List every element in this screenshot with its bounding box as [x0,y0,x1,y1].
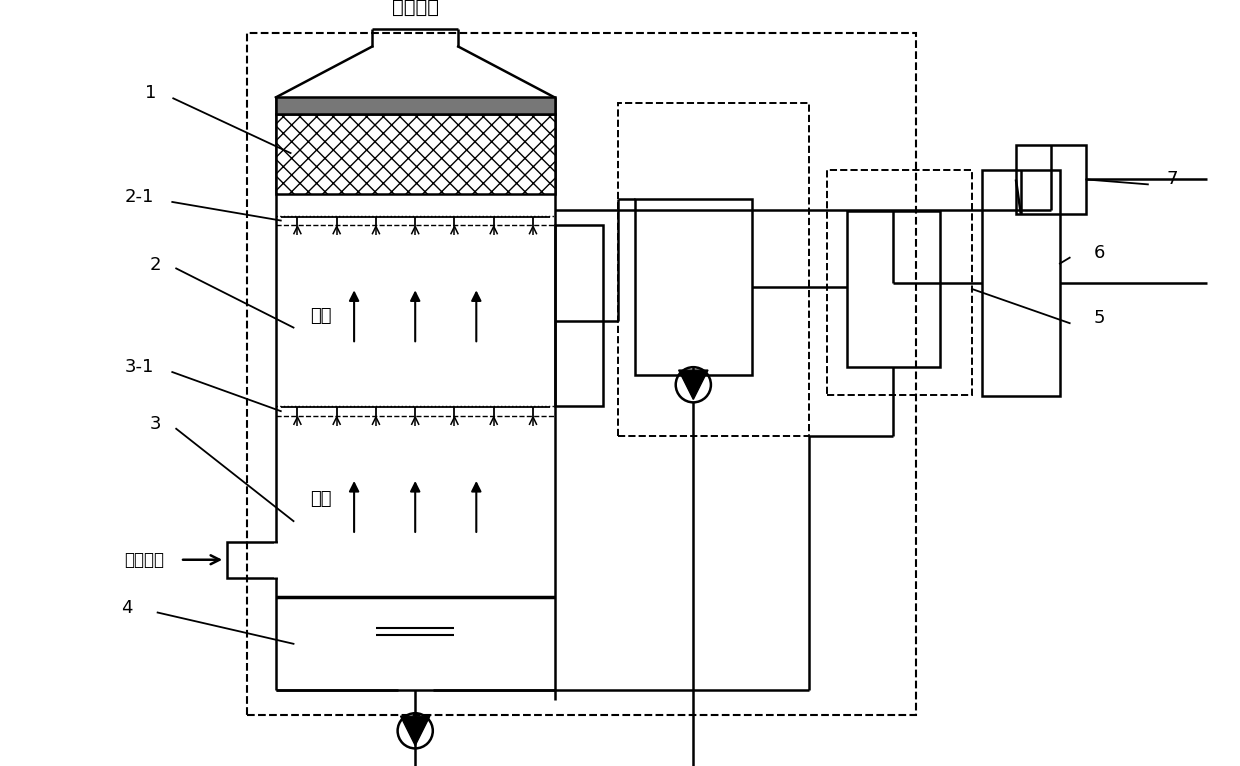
Text: 烟气: 烟气 [310,307,331,325]
Bar [554,225,604,406]
Text: 1: 1 [145,84,156,103]
Bar [277,97,554,114]
Bar [635,199,751,375]
Text: 7: 7 [1167,171,1178,188]
Text: 2-1: 2-1 [124,188,154,206]
Text: 5: 5 [1094,309,1105,327]
Bar [618,103,808,436]
Text: 3-1: 3-1 [124,358,154,376]
Text: 6: 6 [1094,244,1105,262]
Text: 烟气: 烟气 [310,489,331,508]
Bar [1016,146,1086,214]
Bar [247,33,916,715]
Bar [227,542,277,578]
Bar [827,170,972,394]
Polygon shape [678,370,708,399]
Bar [847,211,940,367]
Text: 4: 4 [120,599,133,617]
Text: 烟气入口: 烟气入口 [124,551,164,568]
Text: 2: 2 [150,256,161,273]
Bar [982,170,1060,397]
Text: 烟气出口: 烟气出口 [392,0,439,17]
Bar [277,114,554,194]
Bar [277,97,554,114]
Text: 3: 3 [150,415,161,433]
Polygon shape [401,716,430,745]
